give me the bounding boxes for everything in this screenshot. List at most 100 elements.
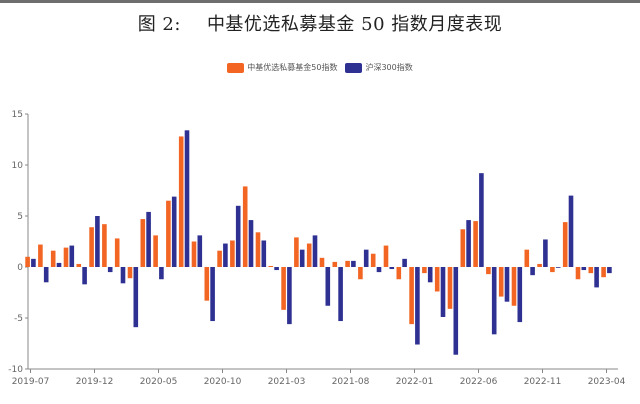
bar-series-2[interactable] [351,260,356,267]
bar-series-1[interactable] [550,267,555,273]
bar-series-2[interactable] [555,267,561,268]
bar-series-1[interactable] [217,250,222,267]
bar-series-2[interactable] [82,267,87,285]
bar-series-1[interactable] [281,267,286,310]
bar-series-2[interactable] [389,267,395,270]
bar-series-2[interactable] [402,258,407,267]
bar-series-2[interactable] [287,267,292,325]
bar-series-1[interactable] [89,227,94,267]
bar-series-2[interactable] [491,267,497,335]
x-tick-label: 2020-05 [140,377,178,387]
y-tick-label: 5 [17,212,23,222]
bar-series-2[interactable] [133,267,139,328]
bar-series-1[interactable] [127,267,133,279]
bar-series-2[interactable] [427,267,433,283]
bar-series-1[interactable] [38,244,43,267]
bar-series-1[interactable] [588,267,594,274]
bar-series-1[interactable] [396,267,402,280]
bar-series-2[interactable] [95,216,100,267]
bar-series-1[interactable] [447,267,453,309]
bar-series-2[interactable] [312,235,318,267]
x-tick-label: 2023-04 [588,377,626,387]
bar-series-1[interactable] [460,229,466,267]
bar-series-2[interactable] [248,220,254,267]
bar-series-1[interactable] [76,263,82,267]
bar-series-2[interactable] [607,267,612,274]
bar-series-2[interactable] [363,249,369,267]
bar-series-1[interactable] [294,237,299,267]
bar-series-2[interactable] [197,235,203,267]
bar-series-1[interactable] [486,267,491,275]
bar-series-1[interactable] [498,267,504,297]
bar-series-2[interactable] [568,195,574,267]
bar-series-1[interactable] [178,136,184,267]
bar-series-2[interactable] [453,267,459,355]
bar-series-1[interactable] [63,247,69,267]
bar-series-2[interactable] [581,267,587,271]
x-tick-label: 2021-08 [332,377,370,387]
bar-series-2[interactable] [325,267,331,306]
bar-series-2[interactable] [56,262,62,267]
bar-series-1[interactable] [370,253,376,267]
bar-series-2[interactable] [504,267,510,302]
bar-series-1[interactable] [268,265,274,267]
bar-series-2[interactable] [479,173,484,267]
bar-series-1[interactable] [358,267,363,280]
bar-series-1[interactable] [204,267,210,301]
bar-series-1[interactable] [409,267,414,325]
bar-series-1[interactable] [601,267,606,278]
bar-series-1[interactable] [153,235,158,267]
bar-series-1[interactable] [191,241,197,268]
bar-series-2[interactable] [120,267,126,284]
bar-series-1[interactable] [473,221,478,267]
bar-series-2[interactable] [69,245,75,267]
bar-series-2[interactable] [235,205,241,267]
bar-series-2[interactable] [171,196,177,267]
bar-series-1[interactable] [434,267,440,292]
bar-series-1[interactable] [524,249,530,267]
bar-series-2[interactable] [184,130,190,267]
bar-series-1[interactable] [537,263,542,267]
bar-series-2[interactable] [223,243,228,267]
bar-series-1[interactable] [511,267,517,306]
bar-series-1[interactable] [114,238,120,267]
bar-series-1[interactable] [575,267,581,280]
bar-series-2[interactable] [543,239,548,267]
bar-series-1[interactable] [383,245,389,267]
bar-series-2[interactable] [261,240,267,267]
bar-series-1[interactable] [255,232,261,267]
bar-series-2[interactable] [376,267,382,273]
bar-series-2[interactable] [440,267,446,317]
bar-series-2[interactable] [466,220,471,267]
bar-series-1[interactable] [562,222,568,267]
top-border [0,0,640,3]
bar-series-1[interactable] [50,250,56,267]
bar-series-2[interactable] [274,267,279,271]
bar-series-1[interactable] [102,224,107,267]
bar-series-2[interactable] [31,258,36,267]
bar-series-1[interactable] [422,267,427,274]
legend-item-series-2[interactable]: 沪深300指数 [345,62,413,73]
bar-series-1[interactable] [230,240,235,267]
bar-series-1[interactable] [25,256,30,267]
bar-series-1[interactable] [166,200,171,267]
bar-series-1[interactable] [319,257,325,267]
bar-series-1[interactable] [140,219,146,267]
bar-series-2[interactable] [530,267,535,276]
legend-item-series-1[interactable]: 中基优选私募基金50指数 [227,62,337,73]
bar-series-2[interactable] [415,267,420,345]
bar-series-2[interactable] [43,267,49,283]
bar-series-2[interactable] [517,267,523,323]
bar-series-2[interactable] [159,267,164,280]
bar-series-1[interactable] [242,186,248,267]
bar-series-2[interactable] [146,211,151,267]
bar-series-2[interactable] [594,267,599,288]
bar-series-2[interactable] [210,267,215,322]
bar-series-2[interactable] [107,267,113,273]
bar-series-1[interactable] [306,243,312,267]
bar-series-1[interactable] [332,261,338,267]
x-tick-label: 2021-03 [268,377,306,387]
bar-series-1[interactable] [345,260,350,267]
bar-series-2[interactable] [338,267,343,322]
bar-series-2[interactable] [299,249,305,267]
